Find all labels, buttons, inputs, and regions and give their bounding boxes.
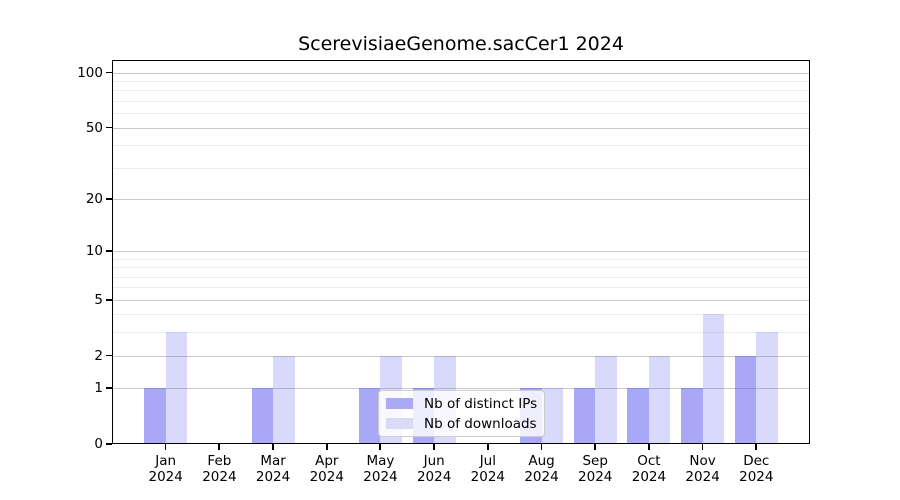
legend-item-downloads: Nb of downloads — [386, 415, 537, 432]
bar-distinct-ips — [573, 388, 596, 444]
y-tick-label: 0 — [94, 436, 103, 452]
gridline-major — [112, 250, 810, 252]
gridline-major — [112, 299, 810, 301]
gridline-minor — [112, 287, 810, 289]
gridline-minor — [112, 100, 810, 102]
x-tick-mark — [594, 444, 597, 450]
legend-label-downloads: Nb of downloads — [424, 415, 537, 432]
x-tick-label: Sep 2024 — [578, 453, 613, 485]
gridline-major — [112, 198, 810, 200]
x-tick-mark — [647, 444, 650, 450]
gridline-minor — [112, 258, 810, 260]
x-tick-mark — [755, 444, 758, 450]
x-tick-label: Oct 2024 — [631, 453, 667, 485]
y-tick-mark — [106, 126, 112, 129]
y-tick-mark — [106, 443, 112, 445]
x-tick-mark — [433, 444, 435, 450]
y-tick-mark — [106, 298, 112, 301]
y-tick-mark — [106, 249, 112, 252]
x-tick-label: Nov 2024 — [685, 453, 720, 485]
y-tick-label: 10 — [85, 242, 103, 259]
x-tick-mark — [218, 444, 221, 450]
bar-downloads — [648, 355, 671, 444]
x-tick-label: Aug 2024 — [524, 453, 559, 485]
bar-downloads — [541, 388, 563, 444]
x-tick-label: May 2024 — [363, 453, 398, 485]
legend-item-distinct-ips: Nb of distinct IPs — [386, 395, 538, 412]
gridline-major — [112, 72, 810, 74]
y-tick-mark — [106, 197, 112, 200]
bar-downloads — [702, 314, 725, 444]
legend-swatch-distinct-ips — [386, 398, 413, 409]
x-tick-label: Jun 2024 — [416, 453, 452, 485]
x-tick-mark — [164, 444, 167, 450]
x-tick-label: Jan 2024 — [148, 453, 183, 485]
y-tick-label: 20 — [85, 190, 103, 207]
gridline-minor — [112, 267, 810, 269]
y-tick-label: 100 — [77, 64, 103, 81]
x-tick-label: Feb 2024 — [202, 453, 237, 485]
plot-area: Nb of distinct IPs Nb of downloads — [112, 60, 810, 444]
y-tick-label: 5 — [94, 291, 103, 308]
bar-downloads — [273, 355, 295, 444]
legend: Nb of distinct IPs Nb of downloads — [378, 390, 545, 437]
x-tick-label: Jul 2024 — [470, 453, 506, 485]
gridline-major — [112, 388, 810, 390]
bar-distinct-ips — [627, 388, 649, 444]
y-tick-label: 50 — [85, 119, 103, 136]
bar-distinct-ips — [681, 388, 703, 444]
x-tick-mark — [486, 444, 489, 450]
x-tick-label: Dec 2024 — [739, 453, 774, 485]
bar-distinct-ips — [144, 388, 166, 444]
gridline-minor — [112, 276, 810, 278]
y-tick-mark — [106, 71, 112, 74]
bar-distinct-ips — [734, 355, 757, 444]
y-tick-mark — [106, 354, 112, 357]
gridline-minor — [112, 90, 810, 92]
legend-swatch-downloads — [386, 418, 413, 429]
gridline-minor — [112, 314, 810, 316]
x-tick-label: Mar 2024 — [255, 453, 291, 485]
gridline-minor — [112, 113, 810, 115]
x-tick-mark — [272, 444, 274, 450]
bar-downloads — [756, 332, 778, 444]
chart-title: ScerevisiaeGenome.sacCer1 2024 — [298, 33, 624, 55]
gridline-minor — [112, 80, 810, 82]
gridline-minor — [112, 145, 810, 147]
x-tick-label: Apr 2024 — [309, 453, 344, 485]
bar-downloads — [595, 355, 617, 444]
gridline-minor — [112, 332, 810, 334]
x-tick-mark — [325, 444, 328, 450]
y-tick-label: 1 — [94, 380, 103, 397]
gridline-minor — [112, 167, 810, 169]
y-tick-label: 2 — [94, 347, 103, 364]
bar-downloads — [165, 332, 188, 444]
legend-label-distinct-ips: Nb of distinct IPs — [424, 395, 538, 412]
bar-distinct-ips — [251, 388, 274, 444]
x-tick-mark — [540, 444, 543, 450]
gridline-major — [112, 127, 810, 129]
gridline-major — [112, 355, 810, 357]
bar-distinct-ips — [358, 388, 381, 444]
x-tick-mark — [379, 444, 382, 450]
x-tick-mark — [701, 444, 704, 450]
y-tick-mark — [106, 387, 112, 389]
